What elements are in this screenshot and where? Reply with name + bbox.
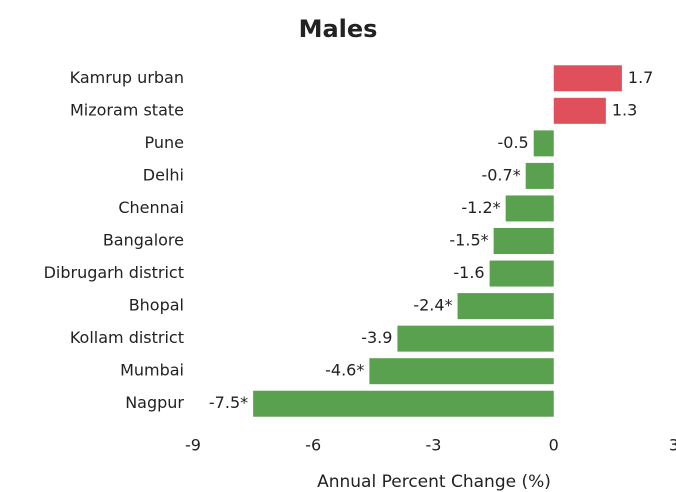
bar: [553, 97, 606, 124]
y-tick-label: Nagpur: [125, 393, 184, 412]
chart-title: Males: [299, 15, 378, 43]
value-label: -0.5: [497, 133, 528, 152]
value-label: -1.2*: [461, 198, 500, 217]
bar: [525, 162, 554, 189]
x-tick-label: -9: [185, 436, 201, 455]
bar: [505, 195, 554, 222]
bar: [493, 228, 554, 254]
y-tick-label: Bangalore: [103, 231, 184, 250]
x-tick-label: 3: [669, 436, 676, 455]
y-tick-label: Chennai: [118, 198, 184, 217]
x-tick-label: 0: [549, 436, 559, 455]
value-label: -4.6*: [325, 361, 364, 380]
value-label: -3.9: [361, 328, 392, 347]
y-tick-label: Kamrup urban: [70, 68, 184, 87]
bar: [489, 260, 554, 287]
value-label: -0.7*: [481, 165, 520, 184]
y-tick-label: Dibrugarh district: [44, 263, 184, 282]
y-tick-label: Delhi: [143, 165, 184, 184]
value-label: -7.5*: [209, 393, 248, 412]
x-axis-title: Annual Percent Change (%): [317, 472, 551, 492]
value-label: -1.5*: [449, 231, 488, 250]
y-tick-label: Kollam district: [70, 328, 184, 347]
value-label: 1.3: [612, 100, 637, 119]
x-tick-label: -6: [305, 436, 321, 455]
y-tick-label: Mizoram state: [70, 100, 184, 119]
value-label: 1.7: [628, 68, 653, 87]
value-label: -1.6: [453, 263, 484, 282]
x-tick-label: -3: [426, 436, 442, 455]
bar: [457, 293, 554, 320]
bar: [253, 390, 554, 417]
value-label: -2.4*: [413, 296, 452, 315]
bar: [533, 130, 554, 157]
bar: [369, 358, 554, 385]
y-tick-label: Bhopal: [129, 296, 184, 315]
bar: [553, 65, 622, 92]
y-tick-label: Mumbai: [120, 361, 184, 380]
y-tick-label: Pune: [145, 133, 185, 152]
bar: [397, 325, 554, 352]
